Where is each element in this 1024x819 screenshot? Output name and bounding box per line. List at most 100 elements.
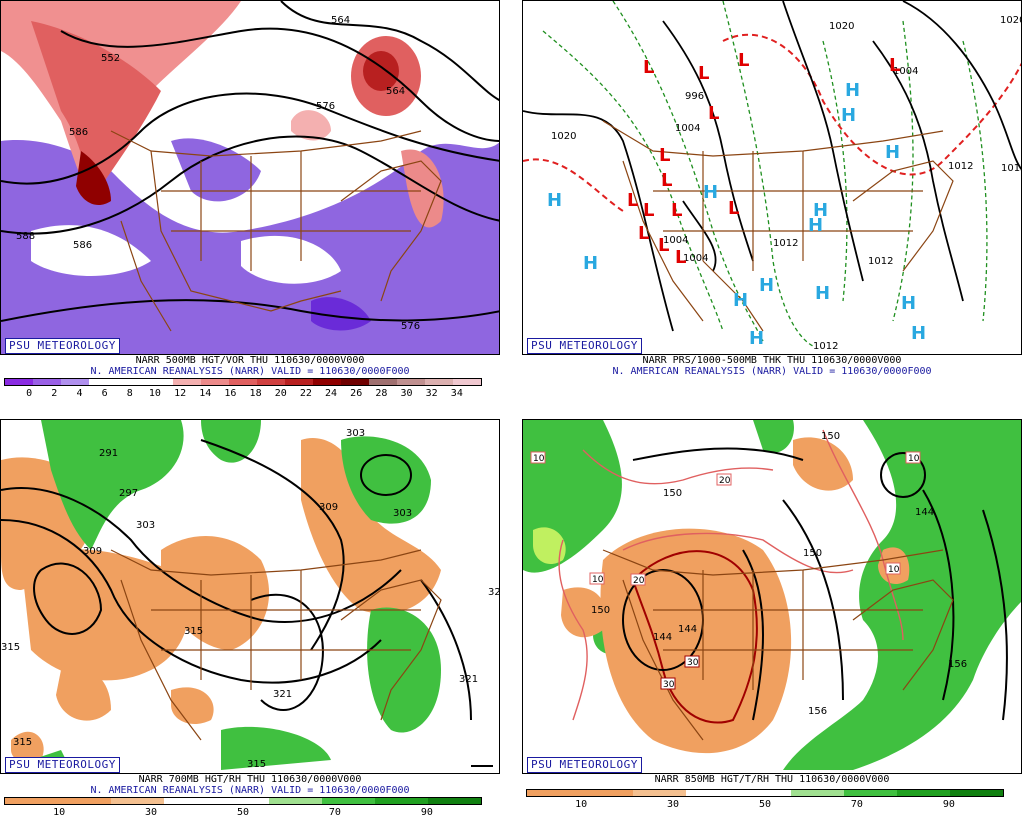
contour-label: 564	[386, 86, 405, 97]
colorbar-ticks: 10 30 50 70 90	[526, 799, 1004, 811]
high-symbol: H	[749, 328, 764, 349]
contour-label: 297	[119, 488, 138, 499]
low-symbol: L	[658, 235, 669, 256]
low-symbol: L	[638, 223, 649, 244]
colorbar-ticks: 10 30 50 70 90	[4, 807, 482, 819]
colorbar-swatch	[89, 379, 117, 385]
contour-label: 156	[808, 706, 827, 717]
colorbar-swatch	[322, 798, 376, 804]
contour-label: 1004	[663, 235, 688, 246]
colorbar	[526, 789, 1004, 797]
contour-label: 150	[663, 488, 682, 499]
colorbar-tick-label: 32	[425, 388, 438, 399]
colorbar-swatch	[269, 798, 323, 804]
low-symbol: L	[738, 50, 749, 71]
contour-label: 321	[459, 674, 478, 685]
contour-label: 1012	[948, 161, 973, 172]
colorbar-tick-label: 30	[145, 807, 158, 818]
contour-label: 315	[247, 759, 266, 770]
colorbar-swatch	[33, 379, 61, 385]
colorbar-tick-label: 10	[53, 807, 66, 818]
colorbar-tick-label: 30	[400, 388, 413, 399]
colorbar-tick-label: 70	[328, 807, 341, 818]
colorbar-tick-label: 10	[575, 799, 588, 810]
map-500mb: 552 564 576 586 586 588 564 576 PSU METE…	[0, 0, 500, 355]
svg-text:20: 20	[719, 476, 731, 486]
isotherm-label: 10	[885, 562, 901, 575]
psu-watermark: PSU METEOROLOGY	[5, 757, 120, 773]
colorbar-swatch	[397, 379, 425, 385]
colorbar-swatch	[216, 798, 270, 804]
contour-label: 315	[184, 626, 203, 637]
contour-label: 1012	[773, 238, 798, 249]
contour-label: 291	[99, 448, 118, 459]
contour-label: 303	[393, 508, 412, 519]
low-symbol: L	[889, 55, 900, 76]
colorbar-tick-label: 70	[850, 799, 863, 810]
colorbar-tick-label: 18	[249, 388, 262, 399]
colorbar-swatch	[375, 798, 429, 804]
colorbar-swatch	[791, 790, 845, 796]
isotherm-label: 20	[716, 473, 732, 486]
low-symbol: L	[675, 247, 686, 268]
isotherm-label: 30	[684, 655, 700, 668]
low-symbol: L	[659, 145, 670, 166]
colorbar-swatch	[110, 798, 164, 804]
contour-label: 156	[948, 659, 967, 670]
colorbar	[4, 378, 482, 386]
colorbar-swatch	[632, 790, 686, 796]
svg-text:10: 10	[908, 454, 920, 464]
map-pressure: 1020 1020 1012 1012 996 1004 1004 1004 1…	[522, 0, 1022, 355]
colorbar-swatch	[285, 379, 313, 385]
contour-label: 309	[83, 546, 102, 557]
contour-label: 150	[803, 548, 822, 559]
colorbar-swatch	[257, 379, 285, 385]
contour-labels-700mb: 291 297 303 309 315 315 321 321 315 315 …	[1, 428, 500, 770]
colorbar-tick-label: 34	[450, 388, 463, 399]
isotherm-label: 10	[530, 451, 546, 464]
contour-label: 32	[488, 587, 500, 598]
high-symbol: H	[911, 323, 926, 344]
contour-label: 576	[316, 101, 335, 112]
isotherm-label: 10	[905, 451, 921, 464]
panel-700mb-rh: 291 297 303 309 315 315 321 321 315 315 …	[0, 419, 500, 819]
isotherm-label: 10	[589, 572, 605, 585]
contour-label: 150	[591, 605, 610, 616]
contour-label: 144	[653, 632, 672, 643]
colorbar-tick-label: 26	[350, 388, 363, 399]
low-pressure-centers: L L L L L L L L L L L L L L	[627, 50, 900, 268]
low-symbol: L	[661, 170, 672, 191]
contour-labels-500mb: 552 564 576 586 586 588 564 576	[16, 15, 420, 332]
contour-label: 1020	[1000, 15, 1022, 26]
contour-label: 150	[821, 431, 840, 442]
colorbar-swatch	[897, 790, 951, 796]
colorbar-swatch	[428, 798, 482, 804]
low-symbol: L	[643, 57, 654, 78]
contour-label: 321	[273, 689, 292, 700]
map-title: NARR 700MB HGT/RH THU 110630/0000V000	[138, 774, 362, 785]
contour-label: 303	[136, 520, 155, 531]
colorbar	[4, 797, 482, 805]
map-title: NARR 500MB HGT/VOR THU 110630/0000V000	[135, 355, 365, 366]
contour-label: 144	[678, 624, 697, 635]
colorbar-ticks: 0 2 4 6 8 10 12 14 16 18 20 22 24 26 28 30 32 34	[4, 388, 482, 400]
high-pressure-centers: H H H H H H H H H H H H H H	[547, 80, 926, 349]
contour-label: 315	[1, 642, 20, 653]
low-symbol: L	[643, 200, 654, 221]
colorbar-swatch	[950, 790, 1004, 796]
colorbar-tick-label: 50	[236, 807, 250, 818]
colorbar-swatch	[5, 379, 33, 385]
low-symbol: L	[627, 190, 638, 211]
contour-label: 1020	[551, 131, 576, 142]
contour-label: 1004	[675, 123, 700, 134]
isotherm-label: 20	[630, 573, 646, 586]
colorbar-tick-label: 12	[174, 388, 187, 399]
svg-text:10: 10	[888, 565, 900, 575]
high-symbol: H	[808, 215, 823, 236]
colorbar-swatch	[844, 790, 898, 796]
contour-label: 309	[319, 502, 338, 513]
map-subtitle: N. AMERICAN REANALYSIS (NARR) VALID = 11…	[90, 366, 410, 377]
contour-label: 1012	[1001, 163, 1022, 174]
isotherm-labels: 10 20 30 30 10 10 20 10	[530, 451, 921, 690]
colorbar-tick-label: 2	[51, 388, 58, 399]
